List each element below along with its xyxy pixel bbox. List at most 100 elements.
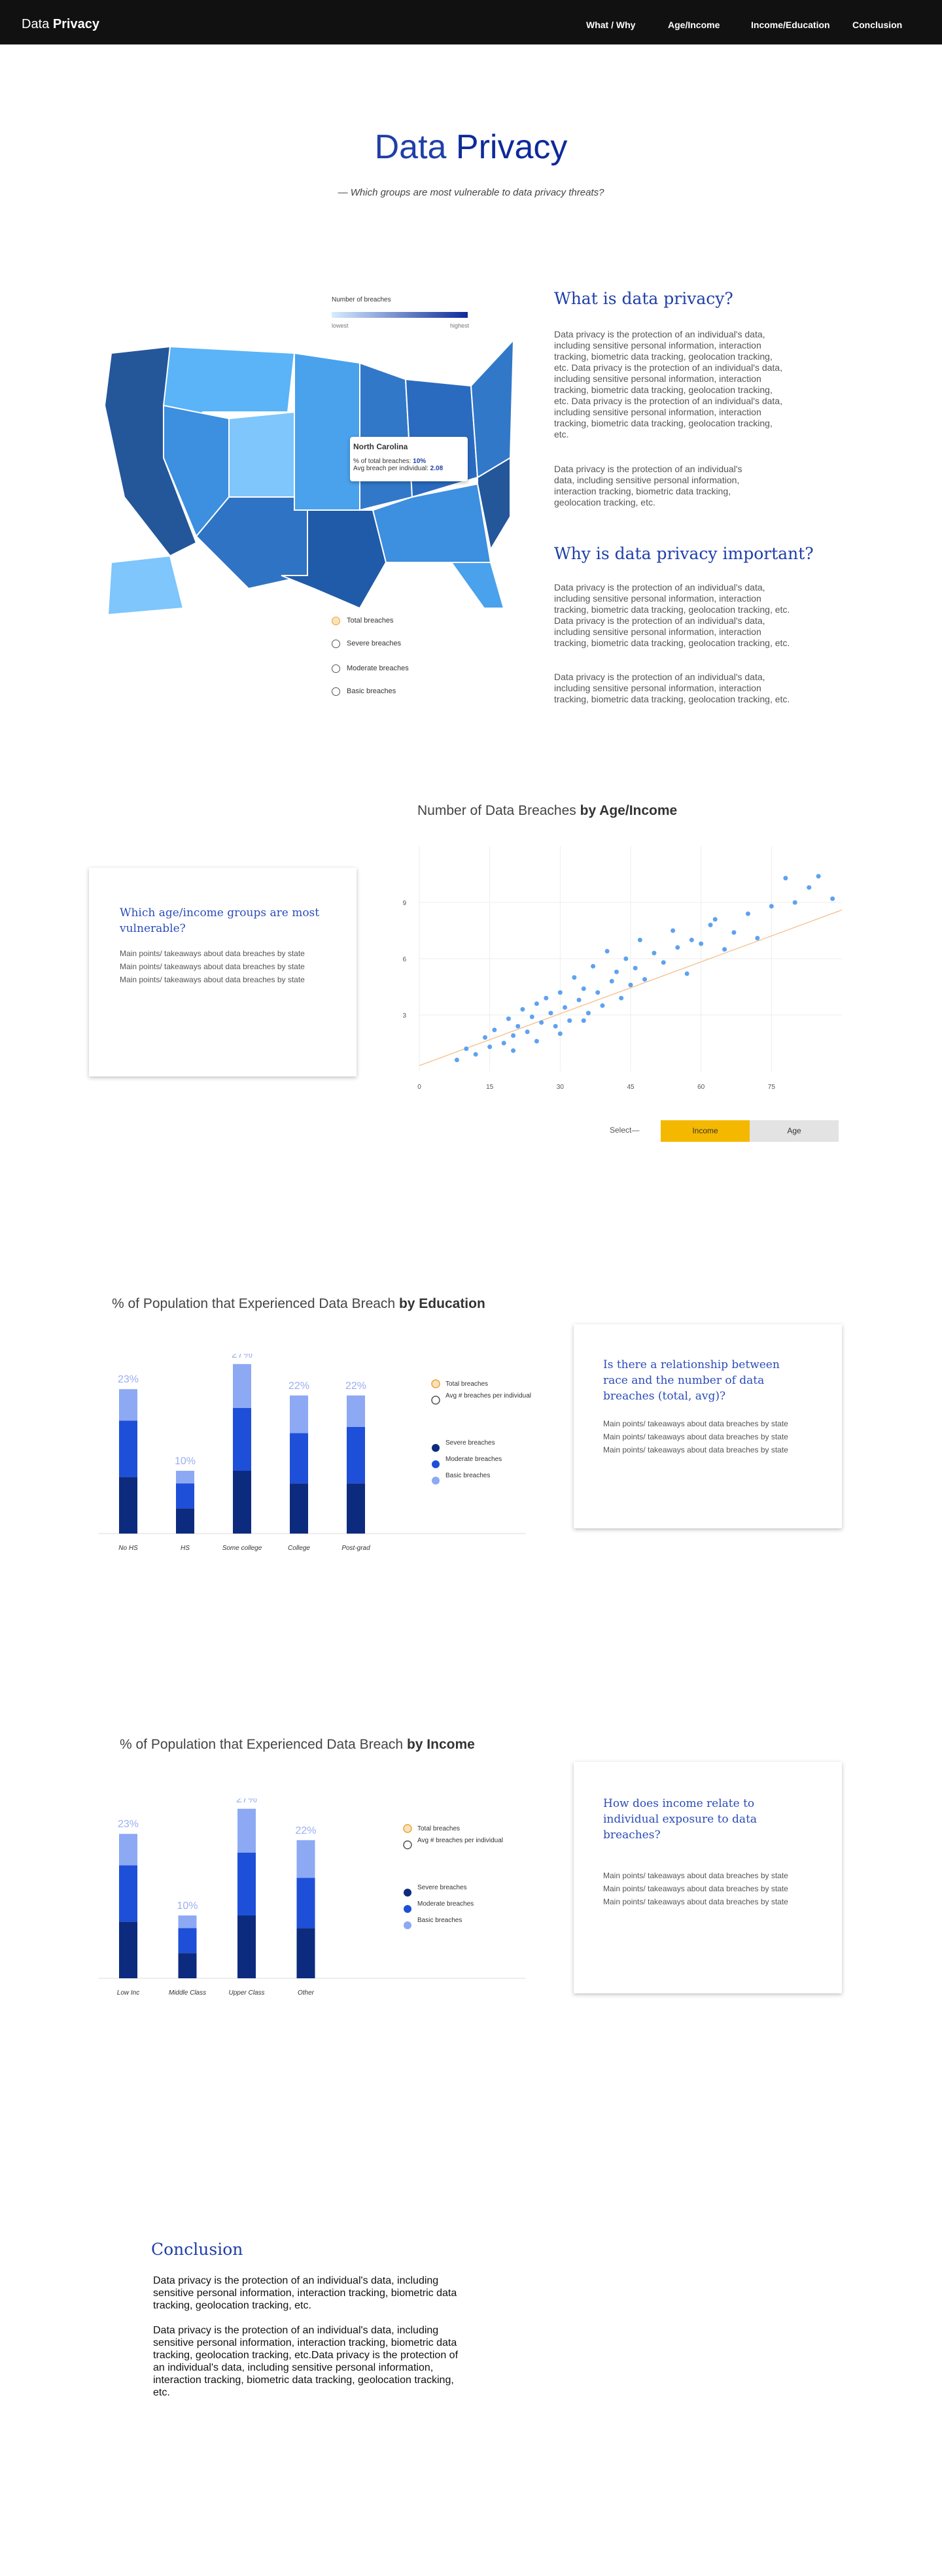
map-tooltip: North Carolina % of total breaches: 10% …	[350, 437, 468, 481]
bar-segment	[237, 1915, 256, 1978]
chart-title-emphasis: by Education	[398, 1296, 485, 1311]
scatter-point	[671, 928, 676, 933]
legend-label: Severe breaches	[445, 1439, 495, 1447]
bar-segment	[119, 1420, 137, 1477]
trend-line	[419, 909, 843, 1067]
state[interactable]	[228, 411, 295, 498]
x-tick-label: Upper Class	[228, 1989, 264, 1997]
insight-card: Is there a relationship between race and…	[574, 1324, 842, 1528]
bar-total-label: 22%	[345, 1381, 366, 1392]
legend-option: Total breaches	[417, 1825, 460, 1832]
legend-radio[interactable]	[431, 1379, 440, 1388]
bar-segment	[347, 1483, 365, 1534]
section-heading: What is data privacy?	[554, 289, 733, 308]
scatter-point	[529, 1014, 534, 1020]
scatter-point	[816, 874, 821, 879]
legend-radio[interactable]	[403, 1840, 412, 1849]
x-tick-label: Post-grad	[341, 1545, 370, 1552]
brand[interactable]: Data Privacy	[22, 17, 99, 32]
section-heading: Conclusion	[151, 2240, 243, 2259]
scatter-point	[755, 935, 760, 940]
legend-label: Basic breaches	[445, 1472, 490, 1479]
card-point: Main points/ takeaways about data breach…	[120, 949, 305, 958]
states	[103, 338, 515, 616]
tooltip-avg: Avg breach per individual: 2.08	[353, 465, 464, 472]
legend-swatch	[404, 1889, 411, 1897]
bar-segment	[176, 1508, 194, 1534]
scatter-point	[783, 876, 788, 881]
chart-title: % of Population that Experienced Data Br…	[120, 1737, 475, 1753]
nav-link[interactable]: Age/Income	[668, 20, 720, 30]
legend-label: Severe breaches	[417, 1884, 467, 1891]
radio[interactable]	[332, 687, 340, 696]
chart-title: % of Population that Experienced Data Br…	[112, 1296, 485, 1312]
card-point: Main points/ takeaways about data breach…	[603, 1432, 788, 1441]
scatter-point	[792, 900, 797, 905]
legend-radio[interactable]	[431, 1396, 440, 1405]
scatter-point	[595, 990, 601, 995]
bar-segment	[296, 1928, 315, 1978]
bar-total-label: 10%	[175, 1456, 196, 1467]
x-tick-label: Low Inc	[117, 1989, 139, 1997]
scatter-point	[712, 917, 718, 922]
tooltip-avg-label: Avg breach per individual:	[353, 465, 428, 472]
paragraph: Data privacy is the protection of an ind…	[554, 672, 790, 704]
state[interactable]	[372, 483, 492, 563]
bar-segment	[233, 1471, 251, 1534]
x-tick-label: Some college	[222, 1545, 262, 1552]
scatter-point	[454, 1057, 459, 1063]
tooltip-avg-value: 2.08	[430, 465, 444, 472]
scatter-point	[473, 1052, 478, 1057]
x-tick-label: 45	[627, 1084, 635, 1091]
scatter-point	[520, 1006, 525, 1012]
bar-segment	[290, 1483, 308, 1534]
scatter-point	[557, 1031, 563, 1037]
scatter-point	[619, 995, 624, 1001]
card-point: Main points/ takeaways about data breach…	[603, 1871, 788, 1880]
state[interactable]	[450, 562, 505, 609]
hero-title-emphasis: Privacy	[455, 128, 568, 166]
map-legend-title: Number of breaches	[332, 296, 391, 303]
radio-label: Basic breaches	[347, 687, 396, 695]
bar-segment	[233, 1408, 251, 1471]
bar-total-label: 27%	[232, 1354, 253, 1360]
nav-link[interactable]: Income/Education	[751, 20, 830, 30]
radio[interactable]	[332, 664, 340, 673]
legend-option: Total breaches	[445, 1381, 488, 1388]
radio[interactable]	[332, 640, 340, 648]
scatter-point	[604, 949, 610, 954]
chart-title-emphasis: by Age/Income	[580, 803, 678, 818]
chart-title-text: Number of Data Breaches	[417, 803, 580, 818]
scatter-point	[722, 947, 727, 952]
bar-segment	[119, 1834, 137, 1866]
nav-link[interactable]: What / Why	[586, 20, 636, 30]
tooltip-share-label: % of total breaches:	[353, 458, 411, 465]
scatter-point	[487, 1044, 493, 1050]
y-tick-label: 9	[402, 900, 406, 907]
nav-link[interactable]: Conclusion	[852, 20, 903, 30]
card-point: Main points/ takeaways about data breach…	[603, 1897, 788, 1906]
state[interactable]	[294, 352, 360, 511]
chart-title-text: % of Population that Experienced Data Br…	[112, 1296, 399, 1311]
radio[interactable]	[332, 617, 340, 625]
bar-chart: 23% Low Inc 10% Middle Class 27% Upper Class 2…	[98, 1798, 526, 1997]
bar-segment	[119, 1865, 137, 1922]
state[interactable]	[107, 555, 184, 616]
scatter-point	[745, 911, 750, 916]
bar-segment	[347, 1426, 365, 1484]
chart-title: Number of Data Breaches by Age/Income	[417, 803, 677, 819]
bar-chart: 23% No HS 10% HS 27% Some college 22% College 22…	[98, 1354, 531, 1552]
legend-swatch	[432, 1460, 440, 1468]
chart-title-emphasis: by Income	[406, 1737, 475, 1752]
legend-radio[interactable]	[403, 1824, 412, 1833]
card-point: Main points/ takeaways about data breach…	[603, 1884, 788, 1893]
bar-total-label: 22%	[295, 1825, 316, 1836]
scatter-point	[769, 904, 774, 909]
bar-segment	[347, 1395, 365, 1427]
x-tick-label: No HS	[118, 1545, 138, 1552]
card-point: Main points/ takeaways about data breach…	[603, 1419, 788, 1428]
state[interactable]	[470, 338, 515, 479]
scatter-point	[572, 975, 577, 980]
toggle-button[interactable]: Age	[750, 1120, 839, 1142]
toggle-button[interactable]: Income	[661, 1120, 750, 1142]
